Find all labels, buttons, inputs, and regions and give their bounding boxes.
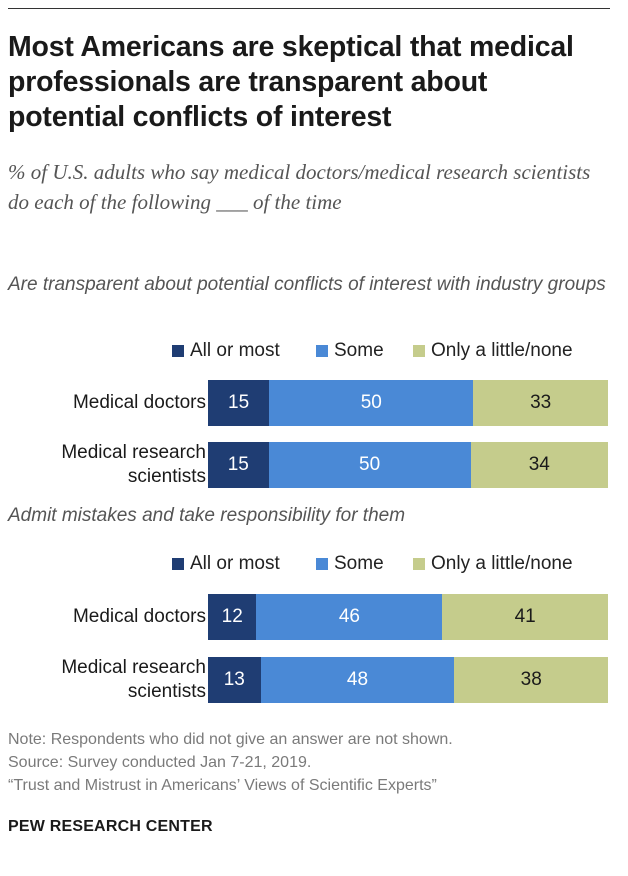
legend-item-some: Some [316,340,384,362]
bar-segment-all-or-most: 13 [208,657,261,703]
row-label-medical-doctors: Medical doctors [72,392,206,413]
legend-label: All or most [190,553,280,574]
legend-transparent: All or most Some Only a little/none [150,340,610,362]
bar-segment-all-or-most: 15 [208,442,269,488]
bar-segment-all-or-most: 15 [208,380,270,426]
legend-item-all-or-most: All or most [172,553,280,575]
chart-subtitle: % of U.S. adults who say medical doctors… [8,160,591,214]
bar-segment-all-or-most: 12 [208,594,257,640]
legend-item-only-a-little: Only a little/none [413,553,573,575]
chart-title: Most Americans are skeptical that medica… [8,31,574,133]
bar-segment-only-a-little: 38 [454,657,608,703]
legend-swatch [413,558,425,570]
bar-admit-mistakes-medical-research-scientists: 13 48 38 [208,657,608,703]
footnotes: Note: Respondents who did not give an an… [8,728,618,797]
legend-swatch [316,558,328,570]
legend-label: Only a little/none [431,340,573,361]
bar-transparent-medical-doctors: 15 50 33 [208,380,608,426]
legend-label: Only a little/none [431,553,573,574]
legend-swatch [172,345,184,357]
row-label-medical-research-scientists: Medical research scientists [61,442,206,487]
bar-segment-only-a-little: 33 [473,380,608,426]
bar-transparent-medical-research-scientists: 15 50 34 [208,442,608,488]
legend-swatch [413,345,425,357]
report-text: “Trust and Mistrust in Americans’ Views … [8,777,437,794]
section-title-admit-mistakes: Admit mistakes and take responsibility f… [8,505,406,526]
legend-item-some: Some [316,553,384,575]
source-text: Source: Survey conducted Jan 7-21, 2019. [8,754,312,771]
legend-item-all-or-most: All or most [172,340,280,362]
bar-segment-only-a-little: 41 [442,594,608,640]
legend-label: All or most [190,340,280,361]
legend-item-only-a-little: Only a little/none [413,340,573,362]
bar-segment-some: 50 [268,442,471,488]
bar-segment-some: 50 [269,380,474,426]
bar-admit-mistakes-medical-doctors: 12 46 41 [208,594,608,640]
bar-segment-some: 46 [256,594,443,640]
bar-segment-some: 48 [260,657,455,703]
legend-swatch [316,345,328,357]
row-label-medical-research-scientists-2: Medical research scientists [61,657,206,702]
legend-swatch [172,558,184,570]
top-rule [8,8,610,9]
section-title-transparent: Are transparent about potential conflict… [8,274,606,295]
legend-label: Some [334,553,384,574]
pew-logo-text: PEW RESEARCH CENTER [8,818,213,835]
bar-segment-only-a-little: 34 [470,442,608,488]
legend-admit-mistakes: All or most Some Only a little/none [150,553,610,575]
note-text: Note: Respondents who did not give an an… [8,731,453,748]
row-label-medical-doctors-2: Medical doctors [72,606,206,627]
legend-label: Some [334,340,384,361]
